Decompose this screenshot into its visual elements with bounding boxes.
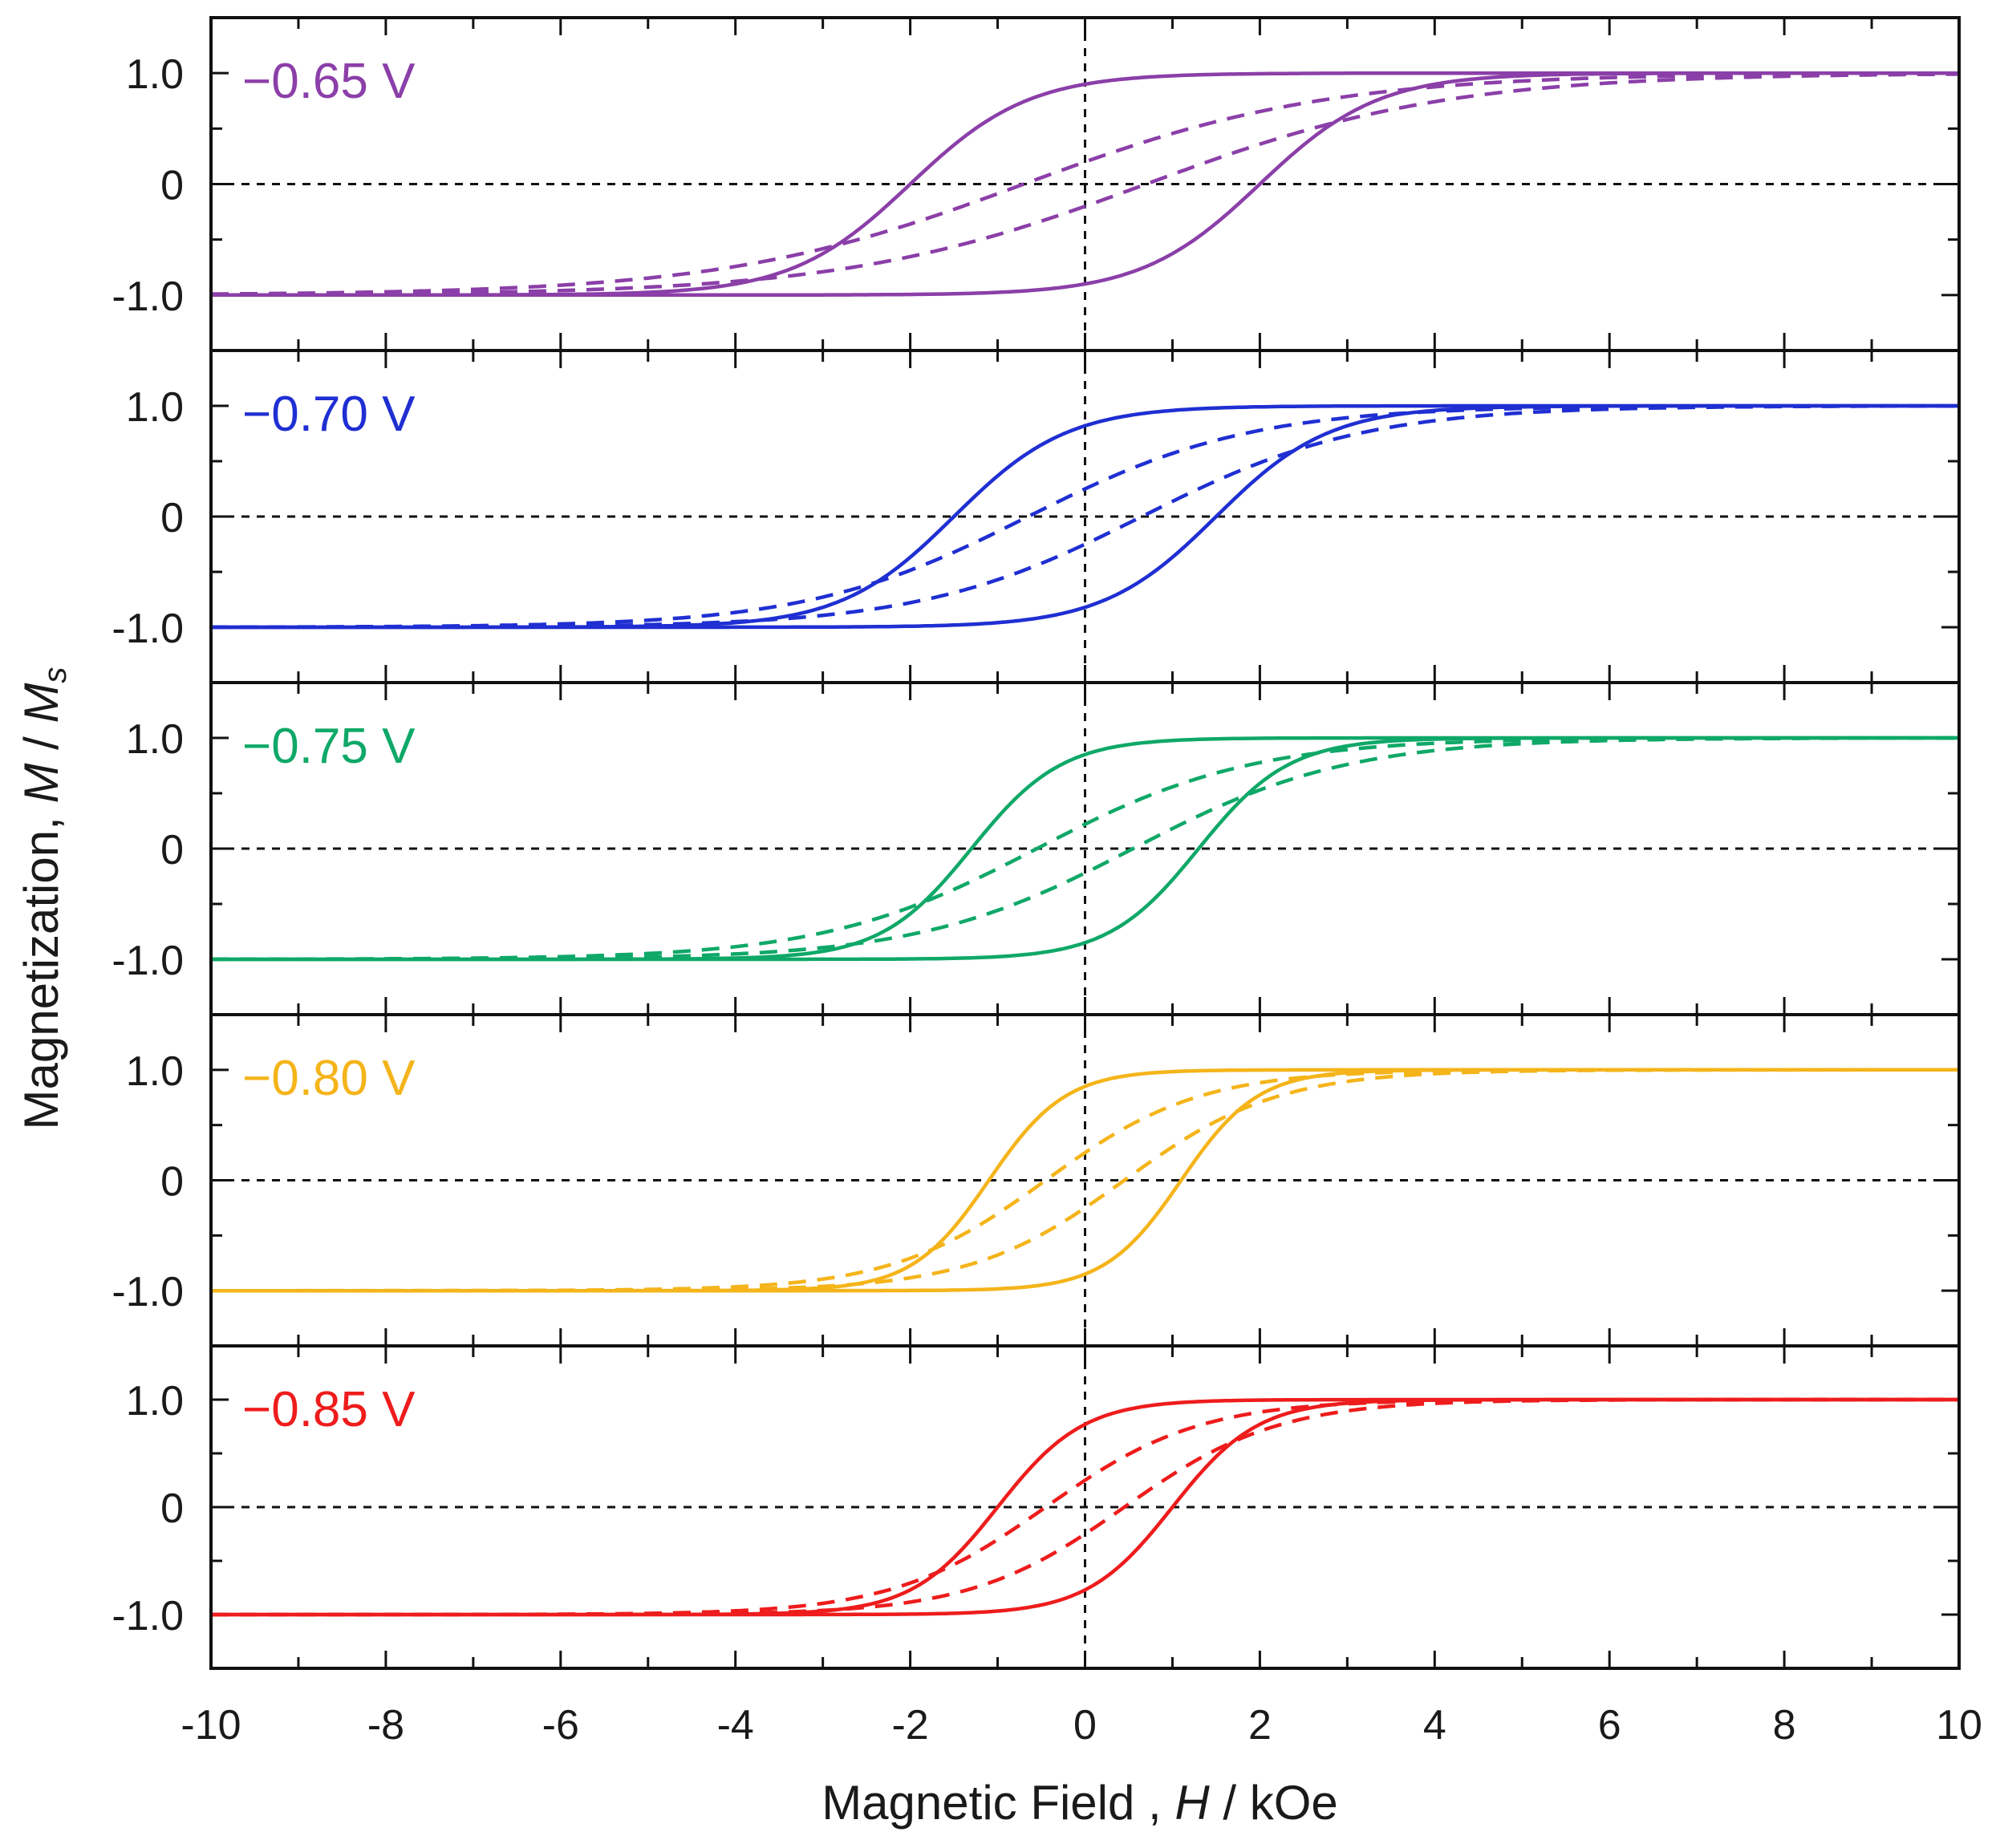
y-tick-label: 0 — [160, 1159, 184, 1206]
panel-3: 1.0 0 -1.0 −0.75 V — [112, 681, 1961, 1016]
y-tick-label: 1.0 — [126, 716, 184, 763]
y-tick-label: 1.0 — [126, 384, 184, 431]
y-tick-label: -1.0 — [112, 606, 184, 652]
panel-frame — [209, 1344, 1961, 1670]
y-axis-title-symbol2: M — [14, 683, 68, 723]
y-tick-label: 0 — [160, 495, 184, 541]
x-axis-title-symbol: H — [1174, 1776, 1210, 1830]
panel-5: 1.0 0 -1.0 −0.85 V — [112, 1344, 1961, 1670]
panel-voltage-label: −0.70 V — [242, 387, 416, 442]
x-tick-label: 2 — [1248, 1702, 1272, 1749]
dashed-loop-ascending-branch — [211, 72, 1960, 297]
panel-voltage-label: −0.65 V — [242, 54, 416, 109]
y-tick-label: 1.0 — [126, 1378, 184, 1424]
x-axis-title-suffix: / kOe — [1210, 1776, 1338, 1830]
x-axis: -10 -8 -6 -4 -2 0 2 4 6 8 10 — [181, 1702, 1982, 1749]
x-tick-label: 0 — [1073, 1702, 1097, 1749]
y-tick-label: -1.0 — [112, 274, 184, 320]
dashed-loop-ascending-branch — [211, 1397, 1959, 1617]
x-tick-label: -2 — [891, 1702, 928, 1749]
dashed-loop-ascending-branch — [211, 736, 1959, 962]
x-tick-label: -4 — [717, 1702, 754, 1749]
x-tick-label: 8 — [1773, 1702, 1796, 1749]
y-tick-label: -1.0 — [112, 938, 184, 984]
y-tick-label: 0 — [160, 827, 184, 873]
y-tick-label: -1.0 — [112, 1593, 184, 1639]
y-tick-label: 1.0 — [126, 51, 184, 98]
y-axis-title-prefix: Magnetization, — [14, 804, 68, 1130]
panel-voltage-label: −0.85 V — [242, 1382, 416, 1437]
y-tick-label: 0 — [160, 1485, 184, 1532]
y-axis-title: Magnetization, M / Ms — [14, 667, 73, 1130]
dashed-loop-ascending-branch — [211, 1068, 1959, 1293]
y-axis-title-subscript: s — [38, 667, 73, 683]
panels-layer: 1.0 0 -1.0 −0.65 V 1.0 0 -1.0 −0.70 V 1.0 0 -1.0 −0… — [112, 16, 1961, 1670]
x-tick-label: 6 — [1598, 1702, 1621, 1749]
y-tick-label: -1.0 — [112, 1269, 184, 1315]
y-tick-label: 1.0 — [126, 1048, 184, 1095]
y-axis-title-slash: / — [14, 723, 68, 764]
panel-voltage-label: −0.80 V — [242, 1051, 416, 1106]
panel-2: 1.0 0 -1.0 −0.70 V — [112, 349, 1961, 684]
dashed-loop-ascending-branch — [211, 403, 1959, 630]
panel-voltage-label: −0.75 V — [242, 719, 416, 774]
panel-4: 1.0 0 -1.0 −0.80 V — [112, 1013, 1961, 1348]
y-axis-title-symbol: M — [14, 764, 68, 804]
x-axis-title-prefix: Magnetic Field , — [822, 1776, 1174, 1830]
y-tick-label: 0 — [160, 163, 184, 209]
x-axis-title: Magnetic Field , H / kOe — [822, 1776, 1338, 1830]
dashed-loop-descending-branch — [210, 71, 1959, 296]
solid-loop-ascending-branch — [211, 71, 1959, 298]
panel-1: 1.0 0 -1.0 −0.65 V — [112, 16, 1961, 352]
x-tick-label: -10 — [181, 1702, 241, 1749]
x-tick-label: -6 — [542, 1702, 579, 1749]
x-tick-label: 4 — [1423, 1702, 1446, 1749]
x-tick-label: 10 — [1936, 1702, 1982, 1749]
x-tick-label: -8 — [367, 1702, 404, 1749]
